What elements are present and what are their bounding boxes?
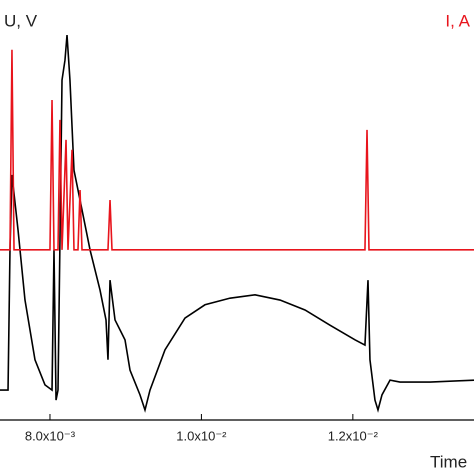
series-line (0, 35, 474, 413)
x-axis-title: Time (430, 452, 467, 471)
x-tick-label: 8.0x10⁻³ (25, 428, 76, 443)
y-axis-title: U, V (4, 11, 38, 30)
series-line (0, 49, 474, 251)
y2-axis-title: I, A (445, 11, 470, 30)
x-tick-label: 1.0x10⁻² (176, 428, 227, 443)
x-tick-label: 1.2x10⁻² (328, 428, 379, 443)
